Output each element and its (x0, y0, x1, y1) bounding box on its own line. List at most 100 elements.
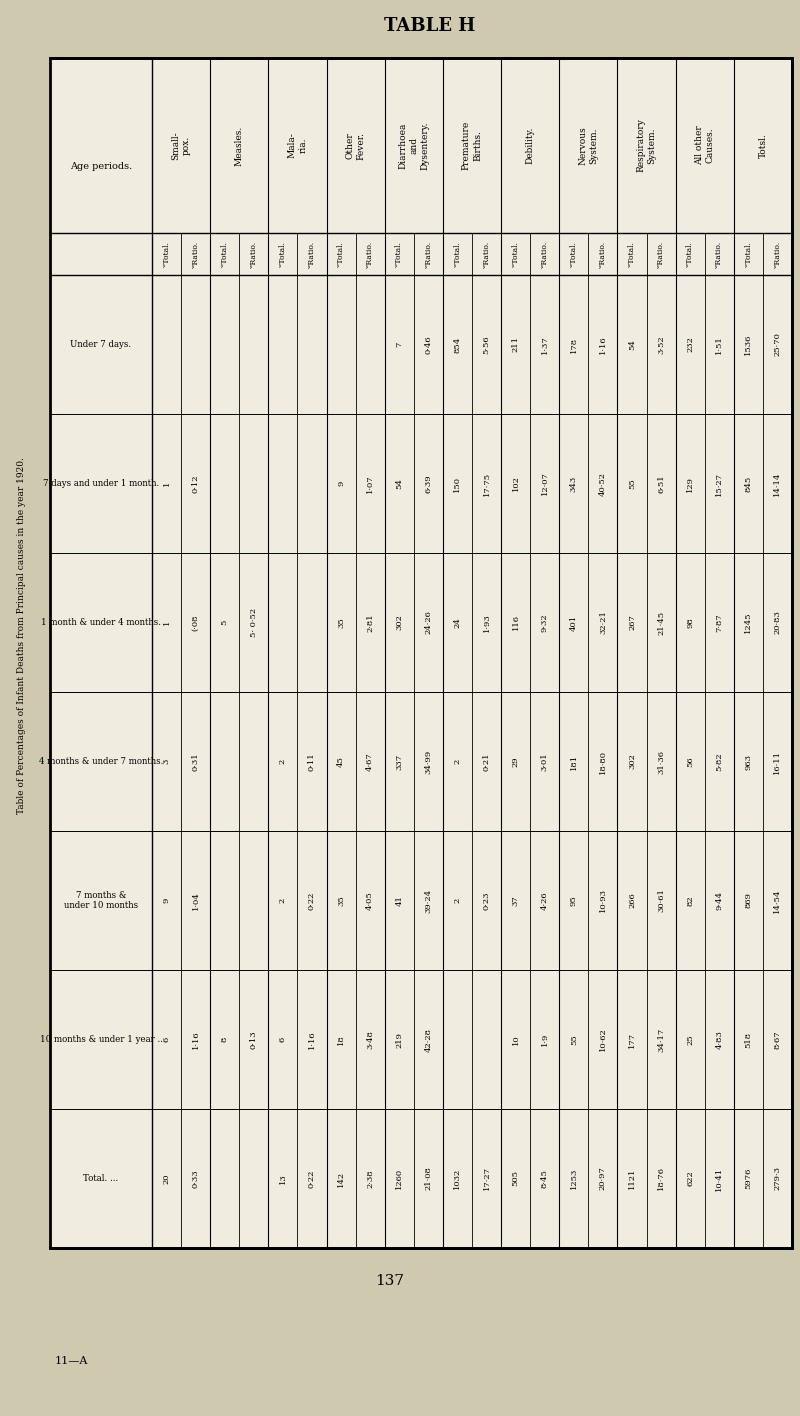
Text: 181: 181 (570, 753, 578, 769)
Text: 8: 8 (221, 1037, 229, 1042)
Text: 0·22: 0·22 (308, 891, 316, 909)
Text: 0·13: 0·13 (250, 1031, 258, 1049)
Bar (50, 58, 792, 1247)
Text: 102: 102 (512, 476, 520, 491)
Text: 2: 2 (454, 759, 462, 765)
Text: 267: 267 (628, 615, 636, 630)
Text: 116: 116 (512, 615, 520, 630)
Text: 0·11: 0·11 (308, 752, 316, 770)
Text: 337: 337 (395, 753, 403, 769)
Text: 17·27: 17·27 (482, 1167, 490, 1191)
Text: ʷTotal.: ʷTotal. (570, 241, 578, 268)
Text: 41: 41 (395, 895, 403, 906)
Text: 42·28: 42·28 (424, 1028, 432, 1052)
Text: 21·08: 21·08 (424, 1167, 432, 1191)
Text: ʷTotal.: ʷTotal. (221, 241, 229, 268)
Bar (50, 58, 792, 1247)
Text: 1: 1 (162, 481, 170, 486)
Text: 15·27: 15·27 (715, 472, 723, 496)
Text: 518: 518 (744, 1031, 752, 1048)
Text: 0·46: 0·46 (424, 336, 432, 354)
Text: 302: 302 (395, 615, 403, 630)
Text: 1·37: 1·37 (541, 336, 549, 354)
Text: TABLE H: TABLE H (384, 17, 476, 35)
Text: 622: 622 (686, 1171, 694, 1187)
Text: 18·80: 18·80 (599, 749, 607, 773)
Text: 0·33: 0·33 (192, 1170, 200, 1188)
Text: 7·87: 7·87 (715, 613, 723, 632)
Text: 98: 98 (686, 617, 694, 627)
Text: 20·97: 20·97 (599, 1167, 607, 1191)
Text: 178: 178 (570, 337, 578, 353)
Text: 24: 24 (454, 617, 462, 627)
Text: ʷRatio.: ʷRatio. (366, 241, 374, 268)
Text: Under 7 days.: Under 7 days. (70, 340, 131, 348)
Text: 34·99: 34·99 (424, 749, 432, 773)
Text: ʷTotal.: ʷTotal. (337, 241, 345, 268)
Text: 9: 9 (337, 481, 345, 486)
Text: Other
Fever.: Other Fever. (346, 132, 366, 160)
Text: 2·81: 2·81 (366, 613, 374, 632)
Text: Age periods.: Age periods. (70, 161, 132, 171)
Text: 8·67: 8·67 (774, 1031, 782, 1049)
Text: 29: 29 (512, 756, 520, 767)
Text: 1·16: 1·16 (308, 1031, 316, 1049)
Text: 17·75: 17·75 (482, 472, 490, 496)
Text: 7 days and under 1 month.: 7 days and under 1 month. (43, 479, 159, 489)
Text: 12·07: 12·07 (541, 472, 549, 496)
Text: 1260: 1260 (395, 1168, 403, 1189)
Text: ʷRatio.: ʷRatio. (250, 241, 258, 268)
Text: 9: 9 (162, 898, 170, 903)
Text: 1·93: 1·93 (482, 613, 490, 632)
Text: ʷRatio.: ʷRatio. (599, 241, 607, 268)
Text: 505: 505 (512, 1171, 520, 1187)
Text: 3·52: 3·52 (657, 336, 665, 354)
Text: 4·26: 4·26 (541, 891, 549, 910)
Text: 1032: 1032 (454, 1168, 462, 1189)
Text: ʷTotal.: ʷTotal. (395, 241, 403, 268)
Text: 21·45: 21·45 (657, 610, 665, 634)
Text: 9·32: 9·32 (541, 613, 549, 632)
Text: 8·45: 8·45 (541, 1170, 549, 1188)
Text: 10·62: 10·62 (599, 1028, 607, 1051)
Text: 4·05: 4·05 (366, 891, 374, 910)
Text: 2: 2 (279, 898, 287, 903)
Text: 1245: 1245 (744, 612, 752, 633)
Text: 279·3: 279·3 (774, 1167, 782, 1191)
Text: All other
Causes.: All other Causes. (694, 126, 714, 166)
Text: 54: 54 (628, 338, 636, 350)
Text: 14·14: 14·14 (774, 472, 782, 496)
Text: 6·51: 6·51 (657, 474, 665, 493)
Text: 0·22: 0·22 (308, 1170, 316, 1188)
Text: ʷTotal.: ʷTotal. (628, 241, 636, 268)
Text: ʷRatio.: ʷRatio. (308, 241, 316, 268)
Text: 1·51: 1·51 (715, 336, 723, 354)
Text: Total. ...: Total. ... (83, 1174, 118, 1182)
Text: 845: 845 (744, 476, 752, 491)
Text: 13: 13 (279, 1172, 287, 1184)
Text: 54: 54 (395, 479, 403, 489)
Text: Nervous
System.: Nervous System. (578, 126, 598, 164)
Text: 9·44: 9·44 (715, 891, 723, 910)
Text: 10·93: 10·93 (599, 888, 607, 912)
Text: 5: 5 (221, 620, 229, 626)
Text: 150: 150 (454, 476, 462, 491)
Text: 7: 7 (395, 341, 403, 347)
Text: 0·12: 0·12 (192, 474, 200, 493)
Text: Totsl.: Totsl. (758, 133, 767, 157)
Text: 10·41: 10·41 (715, 1167, 723, 1191)
Text: 4·83: 4·83 (715, 1029, 723, 1049)
Text: 18: 18 (337, 1034, 345, 1045)
Text: 129: 129 (686, 476, 694, 491)
Text: 1·16: 1·16 (192, 1031, 200, 1049)
Text: 5·56: 5·56 (482, 336, 490, 354)
Text: 10: 10 (512, 1034, 520, 1045)
Text: 45: 45 (337, 756, 345, 767)
Text: ʷRatio.: ʷRatio. (482, 241, 490, 268)
Text: ʷRatio.: ʷRatio. (774, 241, 782, 268)
Text: 343: 343 (570, 476, 578, 491)
Text: 1 month & under 4 months.: 1 month & under 4 months. (41, 617, 161, 627)
Text: 1: 1 (162, 620, 170, 626)
Text: 266: 266 (628, 892, 636, 909)
Text: 0·21: 0·21 (482, 752, 490, 770)
